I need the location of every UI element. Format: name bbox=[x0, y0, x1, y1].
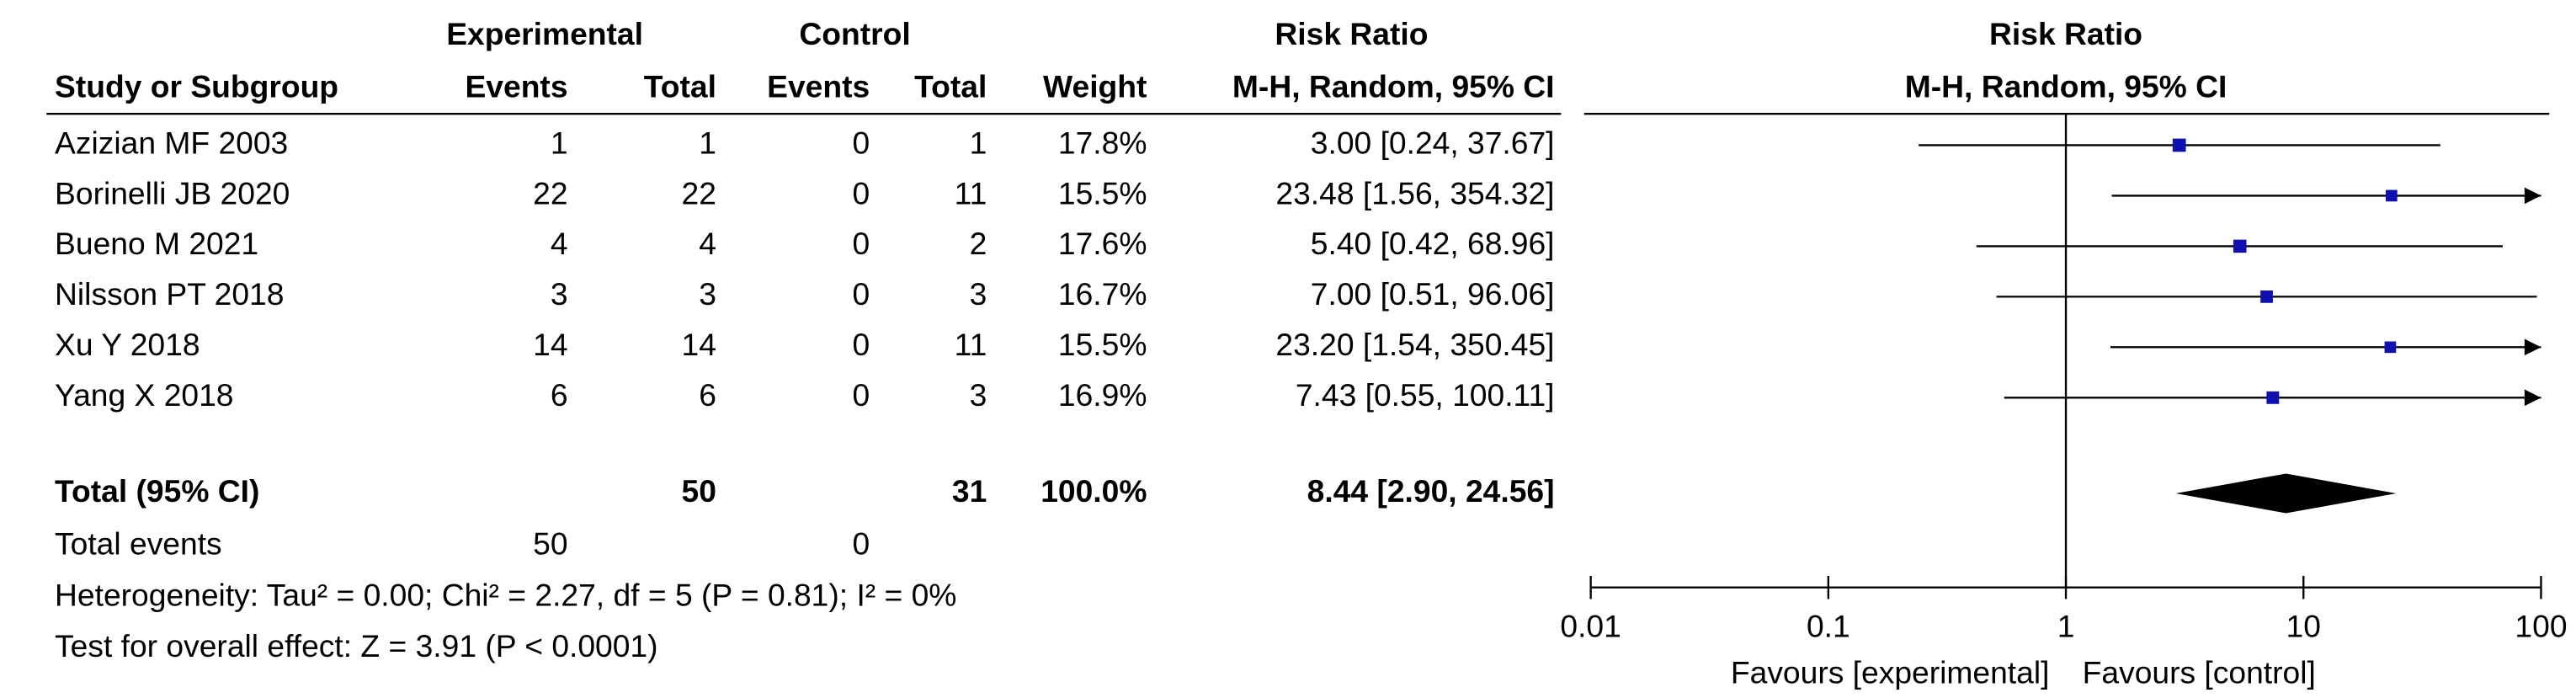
x-tick-label: 0.01 bbox=[1560, 609, 1621, 644]
plot-subtitle: M-H, Random, 95% CI bbox=[1905, 69, 2227, 104]
ci-arrow bbox=[2524, 389, 2541, 407]
ctrl-events: 0 bbox=[852, 377, 870, 413]
study-name: Nilsson PT 2018 bbox=[55, 276, 284, 312]
effect-square bbox=[2266, 391, 2280, 404]
pooled-diamond bbox=[2175, 473, 2397, 514]
ctrl-total: 3 bbox=[970, 377, 987, 413]
plot-title: Risk Ratio bbox=[1989, 16, 2142, 51]
exp-total: 22 bbox=[682, 175, 716, 210]
column-header: Events bbox=[465, 69, 567, 104]
overall-effect: Test for overall effect: Z = 3.91 (P < 0… bbox=[55, 628, 658, 663]
ctrl-total: 3 bbox=[970, 276, 987, 312]
heterogeneity: Heterogeneity: Tau² = 0.00; Chi² = 2.27,… bbox=[55, 577, 956, 612]
exp-events: 1 bbox=[551, 125, 568, 160]
total-ci-label: 8.44 [2.90, 24.56] bbox=[1307, 473, 1555, 509]
column-header: Total bbox=[914, 69, 987, 104]
ctrl-total: 2 bbox=[970, 226, 987, 261]
ci-arrow bbox=[2524, 338, 2541, 356]
ctrl-events: 0 bbox=[852, 226, 870, 261]
favours-right: Favours [control] bbox=[2083, 654, 2316, 690]
ctrl-events: 0 bbox=[852, 175, 870, 210]
x-tick-label: 1 bbox=[2057, 609, 2075, 644]
study-name: Borinelli JB 2020 bbox=[55, 175, 290, 210]
effect-square bbox=[2260, 290, 2273, 303]
ci-label: 7.43 [0.55, 100.11] bbox=[1296, 377, 1555, 413]
ctrl-total: 1 bbox=[970, 125, 987, 160]
weight: 16.7% bbox=[1058, 276, 1147, 312]
exp-total: 3 bbox=[699, 276, 716, 312]
group-header: Control bbox=[799, 16, 910, 51]
ctrl-total: 11 bbox=[955, 327, 987, 362]
total-events-label: Total events bbox=[55, 526, 222, 562]
exp-total: 6 bbox=[699, 377, 716, 413]
group-header: Risk Ratio bbox=[1275, 16, 1428, 51]
effect-square bbox=[2384, 341, 2397, 354]
total-events-ctrl: 0 bbox=[852, 526, 870, 562]
weight: 16.9% bbox=[1058, 377, 1147, 413]
weight: 17.8% bbox=[1058, 125, 1147, 160]
exp-events: 22 bbox=[533, 175, 567, 210]
ci-label: 23.48 [1.56, 354.32] bbox=[1275, 175, 1554, 210]
column-header: M-H, Random, 95% CI bbox=[1232, 69, 1555, 104]
weight: 17.6% bbox=[1058, 226, 1147, 261]
ctrl-events: 0 bbox=[852, 327, 870, 362]
exp-total: 1 bbox=[699, 125, 716, 160]
weight: 15.5% bbox=[1058, 327, 1147, 362]
ci-label: 5.40 [0.42, 68.96] bbox=[1311, 226, 1555, 261]
total-exp: 50 bbox=[682, 473, 716, 509]
total-label: Total (95% CI) bbox=[55, 473, 259, 509]
weight: 15.5% bbox=[1058, 175, 1147, 210]
column-header: Events bbox=[767, 69, 870, 104]
exp-events: 14 bbox=[533, 327, 567, 362]
column-header: Study or Subgroup bbox=[55, 69, 338, 104]
x-tick-label: 10 bbox=[2286, 609, 2321, 644]
ci-label: 7.00 [0.51, 96.06] bbox=[1311, 276, 1555, 312]
exp-events: 6 bbox=[551, 377, 568, 413]
effect-square bbox=[2233, 239, 2247, 253]
ci-label: 23.20 [1.54, 350.45] bbox=[1275, 327, 1554, 362]
ctrl-events: 0 bbox=[852, 125, 870, 160]
exp-total: 4 bbox=[699, 226, 716, 261]
total-events-exp: 50 bbox=[533, 526, 567, 562]
total-weight: 100.0% bbox=[1041, 473, 1147, 509]
study-name: Yang X 2018 bbox=[55, 377, 233, 413]
column-header: Weight bbox=[1043, 69, 1147, 104]
study-name: Bueno M 2021 bbox=[55, 226, 258, 261]
exp-events: 3 bbox=[551, 276, 568, 312]
ci-label: 3.00 [0.24, 37.67] bbox=[1311, 125, 1555, 160]
column-header: Total bbox=[644, 69, 716, 104]
x-tick-label: 100 bbox=[2515, 609, 2567, 644]
effect-square bbox=[2386, 189, 2398, 202]
effect-square bbox=[2172, 138, 2186, 152]
study-name: Azizian MF 2003 bbox=[55, 125, 288, 160]
ctrl-events: 0 bbox=[852, 276, 870, 312]
favours-left: Favours [experimental] bbox=[1731, 654, 2050, 690]
ctrl-total: 11 bbox=[955, 175, 987, 210]
ci-arrow bbox=[2524, 187, 2541, 205]
study-name: Xu Y 2018 bbox=[55, 327, 200, 362]
exp-events: 4 bbox=[551, 226, 568, 261]
exp-total: 14 bbox=[682, 327, 716, 362]
total-ctrl: 31 bbox=[952, 473, 987, 509]
group-header: Experimental bbox=[446, 16, 643, 51]
x-tick-label: 0.1 bbox=[1807, 609, 1850, 644]
